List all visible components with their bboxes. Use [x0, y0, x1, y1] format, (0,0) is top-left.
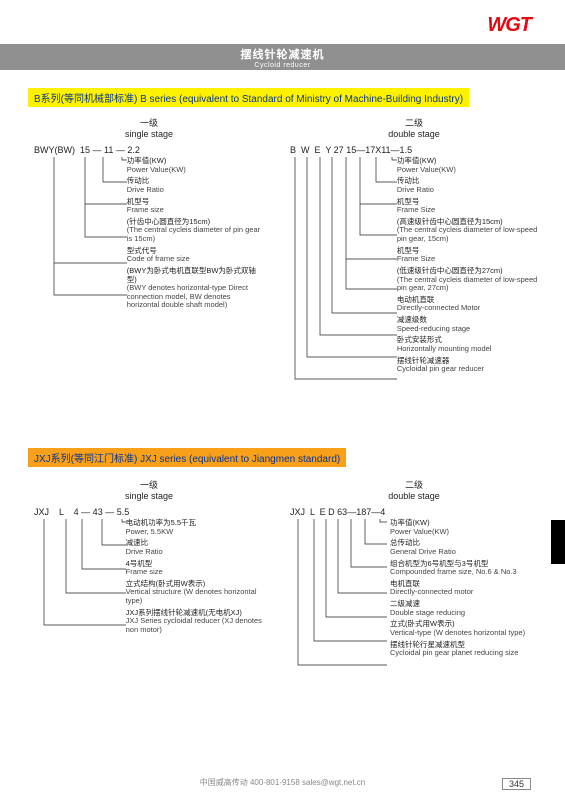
stage-cn: 一级 — [140, 118, 158, 128]
desc-item: 摆线针轮减速器Cycloidal pin gear reducer — [397, 357, 538, 374]
desc-item: 传动比Drive Ratio — [127, 177, 264, 194]
footer-text: 中国威高传动 400-801-9158 sales@wgt.net.cn — [0, 777, 565, 788]
desc-item: 机型号Frame Size — [397, 247, 538, 264]
desc-en: (BWY denotes horizontal-type Direct conn… — [127, 284, 264, 310]
desc-en: Drive Ratio — [127, 186, 264, 195]
desc-item: 功率值(KW)Power Value(KW) — [397, 157, 538, 174]
desc-item: 机型号Frame Size — [397, 198, 538, 215]
stage-en: single stage — [125, 129, 173, 139]
desc-en: Cycloidal pin gear reducer — [397, 365, 538, 374]
title-cn: 摆线针轮减速机 — [0, 46, 565, 62]
desc-item: JXJ系列摆线针轮减速机(无电机XJ)JXJ Series cycloidal … — [126, 609, 264, 635]
desc-en: Power, 5.5KW — [126, 528, 264, 537]
stage-title: 二级 double stage — [290, 116, 538, 139]
page-number: 345 — [502, 778, 531, 790]
desc-en: Vertical-type (W denotes horizontal type… — [390, 629, 525, 638]
desc-en: Drive Ratio — [126, 548, 264, 557]
desc-item: 4号机型Frame size — [126, 560, 264, 577]
stage-title: 二级 double stage — [290, 478, 538, 501]
desc-en: Cycloidal pin gear planet reducing size — [390, 649, 525, 658]
title-en: Cycloid reducer — [0, 62, 565, 69]
bracket-lines — [290, 519, 390, 719]
stage-en: double stage — [388, 129, 440, 139]
desc-en: (The central cycleis diameter of low-spe… — [397, 276, 538, 293]
desc-item: (BWY为卧式电机直联型BW为卧式双轴型)(BWY denotes horizo… — [127, 267, 264, 310]
desc-cn: (BWY为卧式电机直联型BW为卧式双轴型) — [127, 267, 264, 284]
desc-item: 电动机直联Directly-connected Motor — [397, 296, 538, 313]
desc-item: 二级减速Double stage reducing — [390, 600, 525, 617]
desc-item: (低速级针齿中心圆直径为27cm)(The central cycleis di… — [397, 267, 538, 293]
desc-en: (The central cycleis diameter of low-spe… — [397, 226, 538, 243]
desc-en: Directly-connected Motor — [397, 304, 538, 313]
bracket-lines — [34, 519, 126, 669]
desc-en: Drive Ratio — [397, 186, 538, 195]
desc-en: Speed-reducing stage — [397, 325, 538, 334]
desc-item: 立式结构(卧式用W表示)Vertical structure (W denote… — [126, 580, 264, 606]
desc-item: 功率值(KW)Power Value(KW) — [390, 519, 525, 536]
jxj-series-header: JXJ系列(等同江门标准) JXJ series (equivalent to … — [28, 448, 346, 467]
desc-en: Compounded frame size, No.6 & No.3 — [390, 568, 525, 577]
code-string: JXJ L E D 63—187—4 — [290, 507, 538, 517]
desc-item: (高速级针齿中心圆直径为15cm)(The central cycleis di… — [397, 218, 538, 244]
desc-item: 组合机型为6号机型与3号机型Compounded frame size, No.… — [390, 560, 525, 577]
desc-item: 型式代号Code of frame size — [127, 247, 264, 264]
b-double-diagram: 二级 double stage B W E Y 27 15—17X11—1.5 … — [290, 116, 538, 427]
desc-list: 功率值(KW)Power Value(KW) 传动比Drive Ratio 机型号F… — [127, 157, 264, 310]
b-single-diagram: 一级 single stage BWY(BW) 15 — 11 — 2.2 功率… — [34, 116, 264, 317]
title-bar: 摆线针轮减速机 Cycloid reducer — [0, 44, 565, 70]
desc-list: 功率值(KW)Power Value(KW) 总传动比General Drive … — [390, 519, 525, 658]
desc-en: JXJ Series cycloidal reducer (XJ denotes… — [126, 617, 264, 634]
stage-en: double stage — [388, 491, 440, 501]
desc-en: Frame Size — [397, 255, 538, 264]
desc-en: Frame Size — [397, 206, 538, 215]
desc-en: Frame size — [126, 568, 264, 577]
desc-item: 减速比Drive Ratio — [126, 539, 264, 556]
desc-en: Code of frame size — [127, 255, 264, 264]
bracket-lines — [290, 157, 397, 427]
stage-cn: 二级 — [405, 118, 423, 128]
desc-item: 减速级数Speed-reducing stage — [397, 316, 538, 333]
jxj-double-diagram: 二级 double stage JXJ L E D 63—187—4 功率值(K… — [290, 478, 538, 719]
desc-item: 功率值(KW)Power Value(KW) — [127, 157, 264, 174]
desc-en: Power Value(KW) — [127, 166, 264, 175]
b-series-header: B系列(等同机械部标准) B series (equivalent to Sta… — [28, 88, 469, 107]
desc-en: Directly-connected motor — [390, 588, 525, 597]
desc-item: 立式(卧式用W表示)Vertical-type (W denotes horiz… — [390, 620, 525, 637]
desc-item: (针齿中心圆直径为15cm)(The central cycleis diame… — [127, 218, 264, 244]
desc-en: Double stage reducing — [390, 609, 525, 618]
edge-tab — [551, 520, 565, 564]
stage-cn: 一级 — [140, 480, 158, 490]
stage-title: 一级 single stage — [34, 478, 264, 501]
desc-en: Horizontally mounting model — [397, 345, 538, 354]
desc-en: General Drive Ratio — [390, 548, 525, 557]
stage-title: 一级 single stage — [34, 116, 264, 139]
desc-item: 总传动比General Drive Ratio — [390, 539, 525, 556]
desc-en: Power Value(KW) — [390, 528, 525, 537]
desc-en: Power Value(KW) — [397, 166, 538, 175]
jxj-single-diagram: 一级 single stage JXJ L 4 — 43 — 5.5 电动机功率… — [34, 478, 264, 669]
desc-list: 功率值(KW)Power Value(KW) 传动比Drive Ratio 机型号F… — [397, 157, 538, 374]
code-string: B W E Y 27 15—17X11—1.5 — [290, 145, 538, 155]
desc-en: Frame size — [127, 206, 264, 215]
code-string: BWY(BW) 15 — 11 — 2.2 — [34, 145, 264, 155]
desc-item: 电动机功率为5.5千瓦Power, 5.5KW — [126, 519, 264, 536]
stage-cn: 二级 — [405, 480, 423, 490]
desc-item: 电机直联Directly-connected motor — [390, 580, 525, 597]
desc-item: 机型号Frame size — [127, 198, 264, 215]
code-string: JXJ L 4 — 43 — 5.5 — [34, 507, 264, 517]
desc-item: 摆线针轮行星减速机型Cycloidal pin gear planet redu… — [390, 641, 525, 658]
desc-en: Vertical structure (W denotes horizontal… — [126, 588, 264, 605]
desc-list: 电动机功率为5.5千瓦Power, 5.5KW 减速比Drive Ratio 4号机… — [126, 519, 264, 635]
desc-en: (The central cycleis diameter of pin gea… — [127, 226, 264, 243]
desc-item: 卧式安装形式Horizontally mounting model — [397, 336, 538, 353]
brand-logo: WGT — [487, 14, 531, 37]
desc-item: 传动比Drive Ratio — [397, 177, 538, 194]
stage-en: single stage — [125, 491, 173, 501]
bracket-lines — [34, 157, 127, 317]
